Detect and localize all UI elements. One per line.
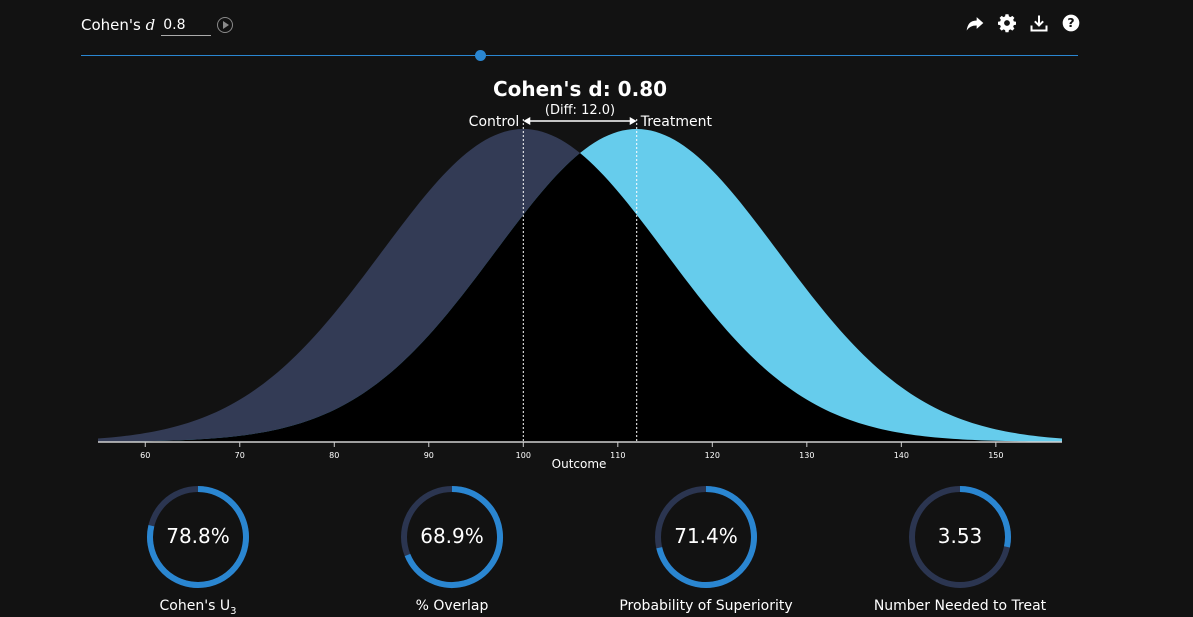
gauge-2: 68.9% % Overlap xyxy=(342,480,562,617)
svg-text:?: ? xyxy=(1067,15,1074,30)
play-icon[interactable] xyxy=(217,17,234,33)
gauge-value: 68.9% xyxy=(420,524,484,548)
gauge-ring xyxy=(909,486,1011,588)
treatment-legend-label: Treatment xyxy=(640,114,713,130)
gauge-arc xyxy=(656,486,757,588)
gauge-ring xyxy=(147,486,249,588)
x-tick-label: 70 xyxy=(235,451,245,460)
x-tick-label: 150 xyxy=(988,451,1003,460)
settings-icon[interactable] xyxy=(997,12,1017,34)
distribution-chart: 60 70 80 90 100 110 120 130 140 150 Outcome Control… xyxy=(98,77,1062,471)
gauge-value: 78.8% xyxy=(166,524,230,548)
arrowhead-right xyxy=(629,117,637,125)
cohens-d-slider-thumb[interactable] xyxy=(475,50,486,61)
x-tick-label: 90 xyxy=(424,451,434,460)
gauge-ring xyxy=(401,486,503,588)
x-tick-label: 60 xyxy=(140,451,150,460)
chart-title: Cohen's d: 0.80 xyxy=(493,77,667,101)
gauge-ring xyxy=(655,486,757,588)
chart-subtitle: (Diff: 12.0) xyxy=(545,103,615,118)
x-axis-label: Outcome xyxy=(552,457,607,471)
gauge-arc xyxy=(959,486,1011,548)
x-tick-label: 120 xyxy=(705,451,720,460)
control-legend-label: Control xyxy=(469,114,520,130)
share-icon[interactable] xyxy=(965,12,985,34)
gauge-label: Number Needed to Treat xyxy=(873,598,1047,614)
gauge-value: 3.53 xyxy=(937,524,983,548)
x-tick-label: 80 xyxy=(329,451,339,460)
toolbar: ? xyxy=(965,12,1081,34)
effect-size-control: Cohen's d xyxy=(81,12,234,38)
gauge-value: 71.4% xyxy=(674,524,738,548)
cohens-d-label: Cohen's d xyxy=(81,16,156,34)
gauge-4: 3.53 Number Needed to Treat xyxy=(850,480,1070,617)
x-tick-label: 100 xyxy=(516,451,531,460)
x-tick-label: 110 xyxy=(610,451,625,460)
gauge-1: 78.8% Cohen's U3 xyxy=(88,480,308,617)
gauge-arc xyxy=(147,486,249,588)
x-tick-label: 130 xyxy=(799,451,814,460)
gauge-label: % Overlap xyxy=(415,598,489,614)
download-icon[interactable] xyxy=(1029,12,1049,34)
x-tick-label: 140 xyxy=(894,451,909,460)
gauge-label: Cohen's U3 xyxy=(159,598,237,617)
gauge-label: Probability of Superiority xyxy=(619,598,793,614)
gauge-arc xyxy=(404,486,503,588)
cohens-d-input[interactable] xyxy=(161,14,212,36)
arrowhead-left xyxy=(523,117,531,125)
gauge-3: 71.4% Probability of Superiority xyxy=(596,480,816,617)
cohens-d-slider-track[interactable] xyxy=(81,55,1078,56)
help-icon[interactable]: ? xyxy=(1061,12,1081,34)
overlap-area xyxy=(98,153,1062,442)
